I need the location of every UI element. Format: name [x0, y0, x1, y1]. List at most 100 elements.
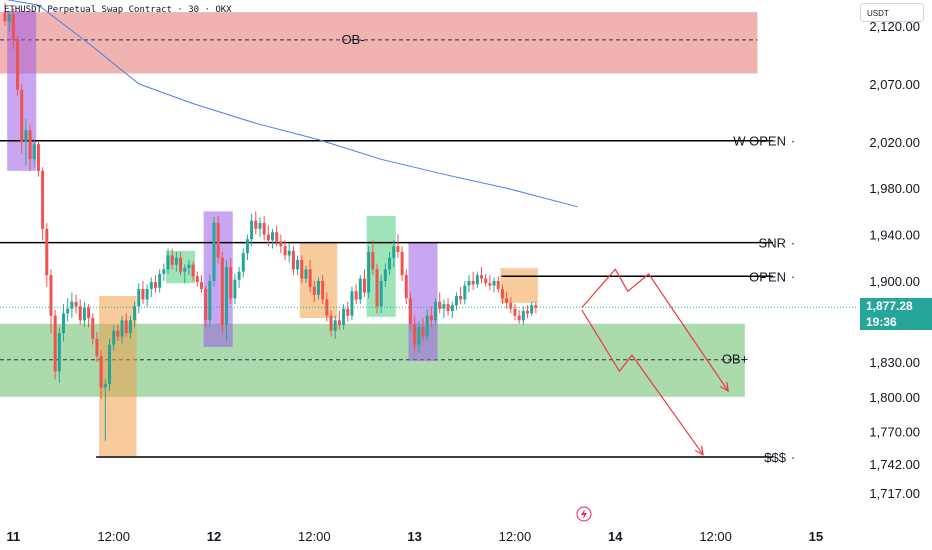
- candle-body: [49, 275, 53, 316]
- lightning-icon-glyph: [581, 509, 587, 519]
- candle-body: [3, 12, 7, 22]
- candle-body: [450, 305, 454, 312]
- current-price-tag: 1,877.28: [860, 298, 932, 315]
- candle-body: [78, 306, 82, 321]
- candle-body: [350, 291, 354, 316]
- candle-body: [500, 289, 504, 299]
- bar-countdown-tag: 19:36: [860, 314, 932, 331]
- projection-arrowhead: [720, 382, 729, 393]
- currency-selector[interactable]: USDT: [860, 3, 924, 22]
- candle-body: [329, 315, 333, 331]
- candle-body: [480, 275, 484, 279]
- candle-body: [220, 257, 224, 325]
- candle-body: [158, 273, 162, 288]
- candle-body: [45, 228, 49, 276]
- candle-body: [333, 320, 337, 331]
- candle-body: [408, 298, 412, 324]
- candle-body: [99, 356, 103, 388]
- highlight-box-purple: [408, 242, 438, 361]
- zone-label: OB+: [722, 352, 748, 367]
- candle-body: [195, 276, 199, 283]
- time-tick-label: 13: [407, 529, 421, 544]
- moving-average-line: [6, 0, 578, 208]
- price-tick-label: 1,770.00: [869, 425, 920, 440]
- price-axis[interactable]: 2,120.00 2,070.00 2,020.00 1,980.00 1,940.00…: [858, 0, 932, 550]
- candle-body: [166, 255, 170, 270]
- candle-body: [275, 232, 279, 242]
- candle-body: [521, 311, 525, 321]
- level-label: OPEN: [749, 269, 786, 284]
- highlight-boxes-layer: [7, 10, 538, 456]
- candle-body: [383, 269, 387, 281]
- candle-body: [362, 278, 366, 293]
- misc-layer: [0, 306, 858, 522]
- time-axis[interactable]: 11 12:00 12 12:00 13 12:00 14 12:00 15: [0, 524, 932, 550]
- candle-body: [417, 327, 421, 345]
- candle-body: [396, 246, 400, 252]
- candle-body: [413, 323, 417, 345]
- candle-body: [137, 289, 141, 307]
- candle-body: [74, 301, 78, 307]
- candle-body: [62, 313, 66, 334]
- candle-body: [434, 301, 438, 321]
- candle-body: [530, 305, 534, 314]
- level-label: $$$: [764, 450, 786, 465]
- candle-body: [283, 246, 287, 256]
- candle-body: [454, 295, 458, 306]
- level-labels-layer: W OPEN SNR OPEN $$$ OB- OB+: [341, 32, 794, 465]
- candle-body: [212, 222, 216, 281]
- candle-body: [183, 268, 187, 272]
- candle-body: [296, 260, 300, 270]
- candle-body: [425, 315, 429, 337]
- price-tick-label: 1,800.00: [869, 390, 920, 405]
- candle-body: [95, 338, 99, 357]
- candle-body: [11, 14, 15, 40]
- candle-body: [509, 302, 513, 309]
- candle-body: [342, 308, 346, 325]
- level-label-dot: [792, 457, 794, 459]
- candle-body: [517, 315, 521, 321]
- candle-body: [337, 320, 341, 325]
- moving-average-layer: [6, 0, 578, 208]
- candle-body: [287, 250, 291, 256]
- candle-body: [438, 301, 442, 309]
- candle-body: [145, 289, 149, 300]
- highlight-box-orange: [500, 268, 538, 303]
- price-tick-label: 1,742.00: [869, 457, 920, 472]
- candle-body: [204, 289, 208, 321]
- time-axis-background: [0, 524, 932, 550]
- time-tick-label: 12:00: [499, 529, 532, 544]
- price-tick-label: 2,120.00: [869, 19, 920, 34]
- candle-body: [70, 301, 74, 309]
- candle-body: [250, 220, 254, 240]
- candle-body: [174, 257, 178, 265]
- candle-body: [128, 320, 132, 334]
- candle-body: [191, 264, 195, 277]
- candle-body: [446, 304, 450, 312]
- candle-body: [421, 327, 425, 337]
- candle-body: [225, 267, 229, 325]
- price-tick-label: 1,717.00: [869, 486, 920, 501]
- candle-body: [346, 308, 350, 316]
- candle-body: [91, 318, 95, 339]
- projection-layer: [581, 268, 729, 456]
- levels-layer: [0, 139, 773, 458]
- level-label-dot: [792, 140, 794, 143]
- candle-body: [229, 267, 233, 299]
- price-tick-label: 1,900.00: [869, 274, 920, 289]
- zone-supply: [0, 12, 758, 74]
- candle-body: [20, 89, 24, 142]
- candle-body: [262, 222, 266, 235]
- projection-arrowhead: [694, 445, 704, 456]
- candle-body: [300, 260, 304, 279]
- candle-body: [53, 315, 57, 372]
- candle-body: [245, 239, 249, 254]
- candle-body: [82, 307, 86, 321]
- candle-body: [254, 220, 258, 229]
- candle-body: [124, 320, 128, 334]
- candle-body: [388, 257, 392, 270]
- candle-body: [187, 264, 191, 269]
- candle-body: [24, 130, 28, 142]
